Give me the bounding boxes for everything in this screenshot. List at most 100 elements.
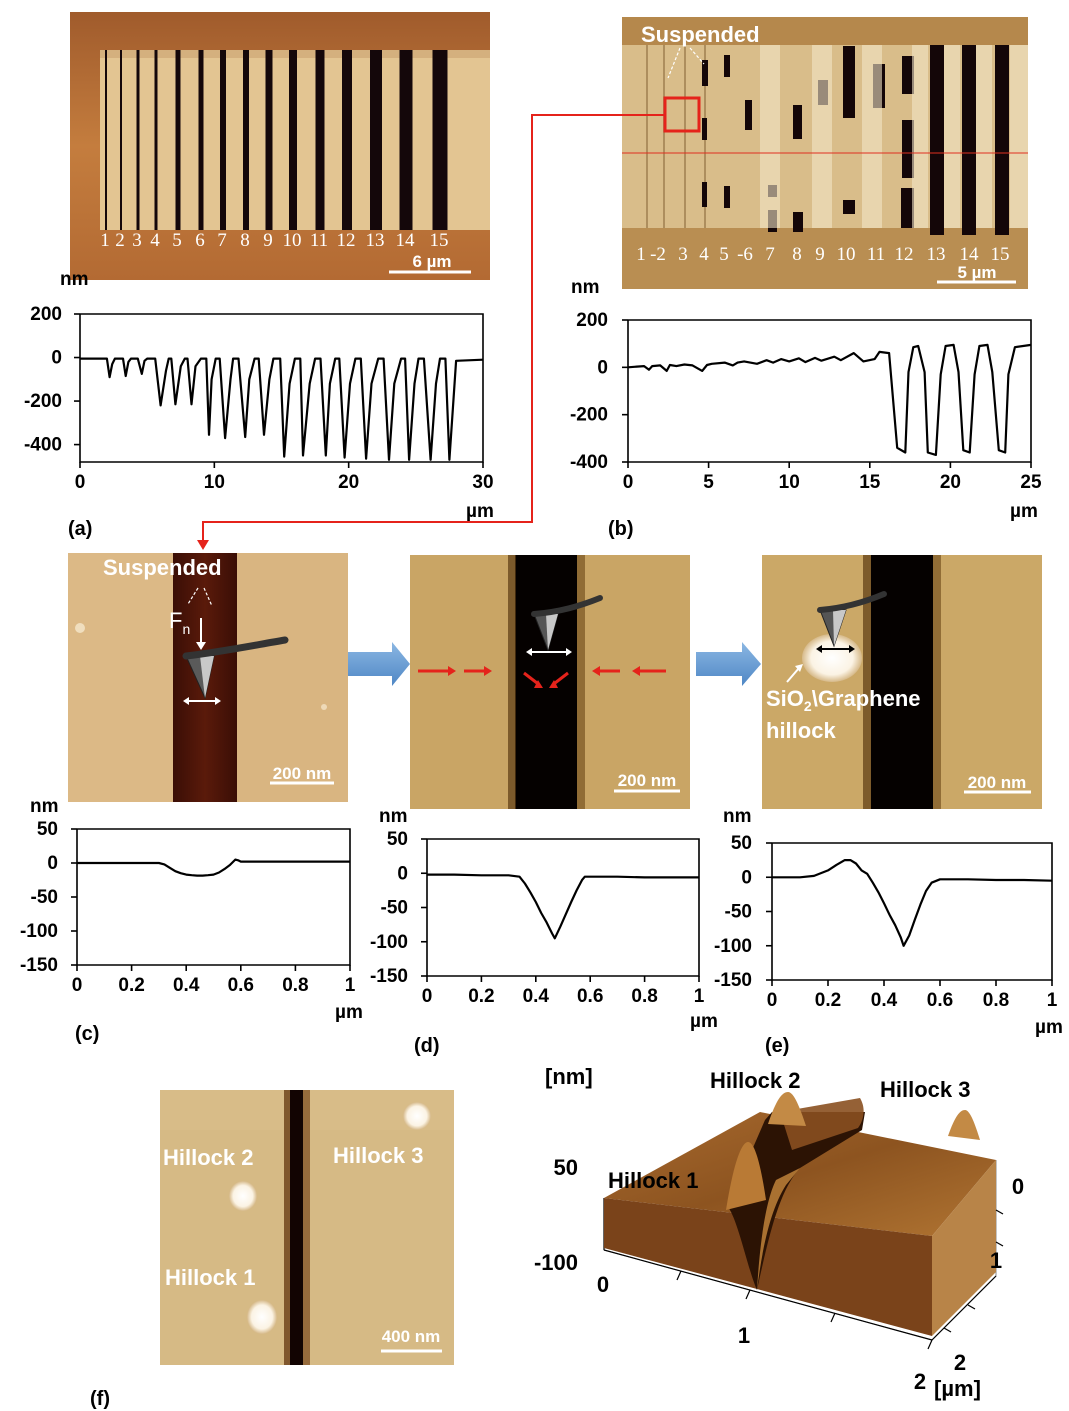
trench-number-b-13: 13 [927,244,946,265]
chart-d-xtick-label-2: 0.4 [523,986,550,1007]
trench-number-a-10: 10 [283,230,302,251]
chart-a-ytick-label-1: 0 [51,348,62,369]
trench-number-a-7: 7 [217,230,227,251]
chart-d-ytick-label-0: 50 [387,829,408,850]
chart-d-ytick-label-4: -150 [370,966,408,987]
chart-d-profile: 50 0 -50 -100 -150 0 0.2 0.4 0.6 0.8 1 nm µm [370,806,718,1032]
label-hillock-2-f: Hillock 2 [163,1145,253,1170]
chart-d-xtick-label-3: 0.6 [577,986,603,1007]
afm-tip-icon [817,591,887,648]
suspended-line-b-2 [663,45,665,228]
trench-segment-b-1 [702,60,708,86]
label-suspended-c: Suspended [103,555,222,580]
trench-a-5 [175,50,181,230]
z-tick-3d-minus100: -100 [534,1250,578,1275]
3d-surface-side [932,1160,996,1336]
panel-d-afm-image: 200 nm [410,555,690,809]
afm-tip-icon [531,595,603,652]
trench-number-b-8: 8 [792,244,802,265]
afm-tip-icon [182,636,289,700]
force-label-c: Fn [169,608,190,637]
panel-c-afm-image: Suspended Fn 200 nm [68,553,348,802]
chart-c-xtick-label-1: 0.2 [118,975,144,996]
trench-a-4 [154,50,158,230]
chart-e-xtick-label-2: 0.4 [871,990,898,1011]
suspended-line-b-1 [646,45,648,228]
chart-c-xtick-label-3: 0.6 [228,975,254,996]
hillock-2-f [229,1181,257,1211]
trench-number-a-14: 14 [396,230,416,251]
scale-bar-label-b: 5 µm [957,263,996,282]
chart-b-xtick-label-2: 10 [779,472,800,493]
chart-c-ytick-label-1: 0 [47,853,58,874]
chart-a-series-line-0 [80,357,484,461]
chart-c-xtick-label-5: 1 [345,975,356,996]
chart-e-profile: 50 0 -50 -100 -150 0 0.2 0.4 0.6 0.8 1 nm µm [714,806,1063,1038]
chart-b-xtick-label-1: 5 [703,472,714,493]
chart-c-profile: 50 0 -50 -100 -150 0 0.2 0.4 0.6 0.8 1 nm µm [20,796,363,1023]
trench-a-6 [198,50,204,230]
trench-a-1 [105,50,107,230]
chart-e-xtick-label-3: 0.6 [927,990,953,1011]
label-hillock-2-3d: Hillock 2 [710,1068,800,1093]
panel-label-c: (c) [75,1023,99,1045]
chart-e-series-line-0 [772,858,1053,947]
scale-bar-label-e: 200 nm [968,773,1027,792]
chart-e-frame [771,842,1053,981]
trench-segment-b-15 [902,56,914,94]
z-tick-3d-50: 50 [554,1155,578,1180]
trench-a-9 [265,50,273,230]
chart-c-xtick-label-0: 0 [72,975,83,996]
chart-b-xtick-label-5: 25 [1020,472,1042,493]
3d-hillock-2 [768,1092,806,1126]
trench-number-b-3: 3 [678,244,688,265]
chart-c-xtick-label-2: 0.4 [173,975,200,996]
hillock-1-f [247,1300,277,1334]
chart-b-ytick-label-2: -200 [570,405,608,426]
chart-d-xtick-label-0: 0 [422,986,433,1007]
trench-number-b-4: 4 [699,244,709,265]
chart-e-ytick-label-1: 0 [741,867,752,888]
zoom-connector-line [202,114,665,544]
trench-b-13 [930,45,944,235]
chart-d-xlabel: µm [690,1011,718,1032]
trench-segment-b-17 [901,188,914,228]
chart-c-ylabel: nm [30,796,59,817]
chart-b-ytick-label-1: 0 [597,357,608,378]
panel-e-afm-image: SiO2\Graphene hillock 200 nm [762,555,1042,809]
trench-number-a-13: 13 [366,230,385,251]
label-hillock-1-f: Hillock 1 [165,1265,255,1290]
trench-a-2 [120,50,122,230]
label-hillock-3-f: Hillock 3 [333,1143,423,1168]
bright-stripe-b-1 [760,45,780,228]
trench-number-a-3: 3 [132,230,142,251]
chart-c-ytick-label-4: -150 [20,955,58,976]
chart-b-ytick-label-3: -400 [570,452,608,473]
chart-b-ylabel: nm [571,277,600,298]
chart-c-xtick-label-4: 0.8 [282,975,308,996]
trench-a-15 [432,50,448,230]
trench-segment-b-12 [843,46,855,118]
chart-e-xlabel: µm [1035,1017,1063,1038]
bright-stripe-b-5 [944,45,960,228]
bright-stripe-b-6 [976,45,992,228]
panel-label-e: (e) [765,1035,789,1057]
chart-a-xtick-label-1: 10 [204,472,225,493]
trench-number-b-12: 12 [895,244,914,265]
chart-c-series-line-0 [77,858,350,877]
trench-number-b-6: -6 [737,244,753,265]
panel-label-d: (d) [414,1035,440,1057]
3d-hillock-3 [948,1110,980,1140]
chart-e-ytick-label-4: -150 [714,970,752,991]
chart-e-xtick-label-5: 1 [1047,990,1058,1011]
trench-segment-b-2 [702,118,707,140]
label-hillock-e: SiO2\Graphene [766,686,921,714]
chart-e-ytick-label-3: -100 [714,936,752,957]
chart-b-ytick-label-0: 200 [576,310,608,331]
trench-number-a-11: 11 [310,230,328,251]
trench-number-b-2: -2 [650,244,666,265]
trench-segment-b-9 [793,105,802,139]
process-arrow-2 [696,642,761,686]
trench-segment-b-4 [724,55,730,77]
